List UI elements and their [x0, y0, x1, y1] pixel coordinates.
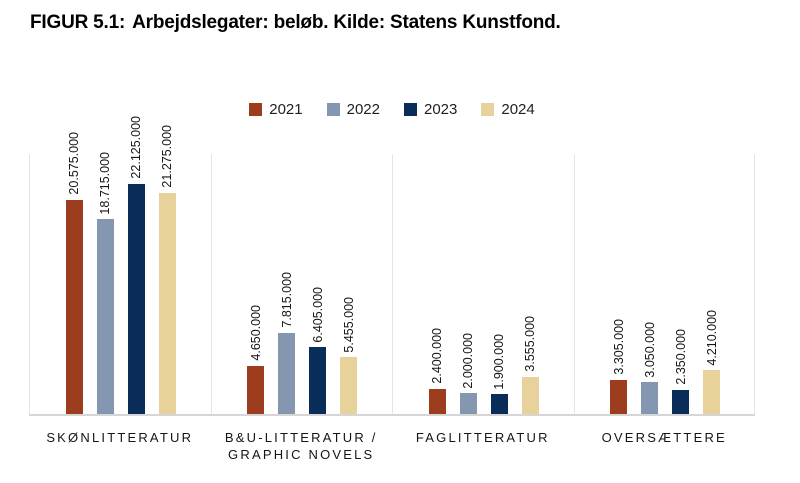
chart-legend: 2021 2022 2023 2024 [29, 101, 755, 118]
category-label-line: FAGLITTERATUR [415, 430, 550, 445]
bar-2023 [490, 394, 508, 414]
bar-value-label: 20.575.000 [67, 132, 82, 195]
figure-label: FIGUR 5.1: [30, 12, 126, 33]
bar-2022 [278, 332, 296, 414]
bar-2024 [158, 192, 176, 414]
legend-label: 2021 [269, 101, 303, 118]
bar-value-label: 2.000.000 [461, 332, 476, 389]
bar-value-label: 1.900.000 [492, 333, 507, 390]
bar-value-label: 6.405.000 [310, 286, 325, 343]
bar-2022 [641, 382, 659, 414]
bar-2021 [65, 200, 83, 414]
bar-value-label: 2.400.000 [430, 328, 445, 384]
legend-item-2023: 2023 [404, 101, 457, 118]
bar-2022 [96, 219, 114, 414]
bar-2023 [672, 389, 690, 414]
bar-2021 [610, 379, 628, 414]
legend-swatch-2024 [481, 103, 495, 116]
bar-value-label: 3.555.000 [523, 316, 538, 372]
legend-label: 2023 [424, 101, 458, 118]
bar-2021 [428, 389, 446, 414]
legend-swatch-2023 [404, 103, 417, 116]
legend-swatch-2022 [326, 103, 340, 116]
bar-2024 [521, 377, 539, 414]
bar-value-label: 21.275.000 [160, 125, 175, 188]
figure-title: FIGUR 5.1: Arbejdslegater: beløb. Kilde: … [30, 12, 561, 34]
bar-group-2: 4.650.000 7.815.000 6.405.000 5.455.000 [210, 154, 393, 414]
figure-caption: Arbejdslegater: beløb. Kilde: Statens Ku… [132, 12, 561, 33]
bar-value-label: 4.210.000 [704, 309, 719, 366]
bar-value-label: 22.125.000 [129, 116, 144, 179]
bar-group-1: 20.575.000 18.715.000 22.125.000 21.275.000 [29, 116, 211, 414]
legend-swatch-2021 [249, 103, 263, 116]
category-label-line: B&U-LITTERATUR / [224, 430, 378, 445]
category-label-line: GRAPHIC NOVELS [228, 447, 375, 462]
bar-value-label: 3.305.000 [611, 319, 626, 375]
bar-value-label: 4.650.000 [248, 305, 263, 361]
category-label-line: SKØNLITTERATUR [46, 430, 194, 445]
bar-2023 [127, 183, 145, 414]
bar-2024 [703, 370, 721, 414]
legend-label: 2022 [346, 101, 380, 118]
category-label-3: FAGLITTERATUR [392, 429, 574, 463]
legend-item-2021: 2021 [249, 101, 303, 118]
legend-label: 2024 [501, 101, 535, 118]
chart-plot-area: 20.575.000 18.715.000 22.125.000 21.275.000… [29, 116, 755, 416]
bar-value-label: 7.815.000 [279, 272, 294, 328]
bar-value-label: 3.050.000 [642, 321, 657, 378]
category-label-1: SKØNLITTERATUR [29, 429, 211, 463]
bar-2021 [247, 365, 265, 414]
category-label-line: OVERSÆTTERE [601, 430, 727, 445]
bar-chart: 20.575.000 18.715.000 22.125.000 21.275.000… [29, 116, 755, 463]
category-label-2: B&U-LITTERATUR / GRAPHIC NOVELS [211, 429, 393, 463]
legend-item-2024: 2024 [481, 101, 535, 118]
legend-item-2022: 2022 [326, 101, 380, 118]
bar-2023 [309, 347, 327, 414]
bar-2024 [340, 357, 358, 414]
bar-value-label: 5.455.000 [341, 296, 356, 353]
bar-value-label: 2.350.000 [673, 329, 688, 385]
bar-2022 [459, 393, 477, 414]
chart-category-axis: SKØNLITTERATUR B&U-LITTERATUR / GRAPHIC NO… [29, 429, 755, 463]
category-label-4: OVERSÆTTERE [574, 429, 756, 463]
bar-group-3: 2.400.000 2.000.000 1.900.000 3.555.000 [392, 154, 574, 414]
bar-group-4: 3.305.000 3.050.000 2.350.000 4.210.000 [573, 154, 755, 414]
bar-value-label: 18.715.000 [98, 151, 113, 215]
